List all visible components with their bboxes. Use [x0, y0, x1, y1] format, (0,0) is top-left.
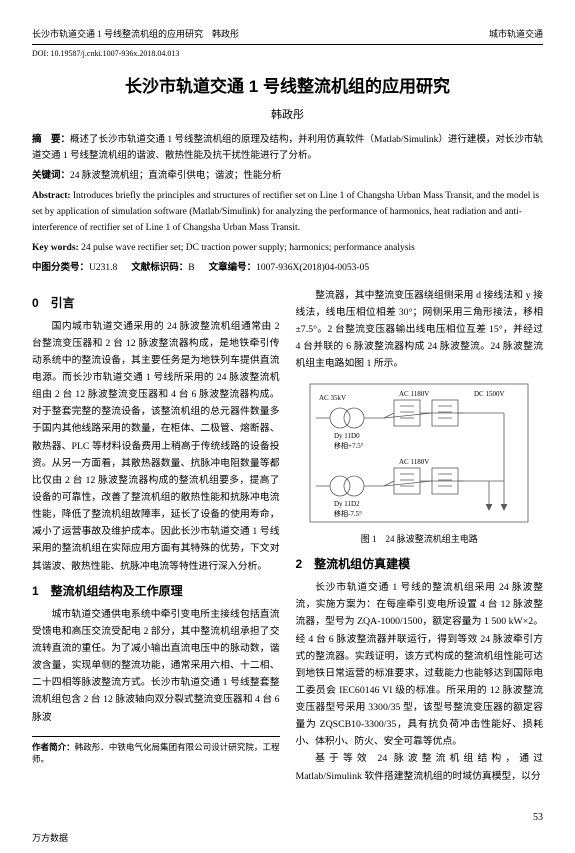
- footnote-label: 作者简介：: [32, 742, 75, 752]
- header-left: 长沙市轨道交通 1 号线整流机组的应用研究 韩政彤: [32, 28, 239, 42]
- header-right: 城市轨道交通: [489, 28, 543, 42]
- fig1-ac-top: AC 1180V: [399, 390, 429, 398]
- watermark: 万方数据: [32, 832, 68, 846]
- doi: DOI: 10.19587/j.cnki.1007-936x.2018.04.0…: [32, 48, 543, 60]
- section-0-heading: 0 引言: [32, 293, 280, 314]
- article-author: 韩政彤: [32, 107, 543, 124]
- fig1-dc: DC 1500V: [474, 390, 505, 398]
- docmark-label: 文献标识码：: [131, 262, 188, 273]
- abstract-cn: 摘 要：概述了长沙市轨道交通 1 号线整流机组的原理及结构，并利用仿真软件（Ma…: [32, 132, 543, 164]
- column-left: 0 引言 国内城市轨道交通采用的 24 脉波整流机组通常由 2 台整流变压器和 …: [32, 287, 280, 785]
- figure-1-svg: AC 35kV Dy 11D0 移相+7.5° Dy 11D2 移相-7.5°: [304, 378, 534, 528]
- artno-label: 文章编号：: [209, 262, 257, 273]
- keywords-en-text: 24 pulse wave rectifier set; DC traction…: [79, 243, 415, 253]
- fig1-dy: Dy 11D0: [334, 432, 360, 440]
- figure-1: AC 35kV Dy 11D0 移相+7.5° Dy 11D2 移相-7.5°: [296, 378, 544, 528]
- abstract-cn-text: 概述了长沙市轨道交通 1 号线整流机组的原理及结构，并利用仿真软件（Matlab…: [32, 135, 543, 161]
- column-right: 整流器，其中整流变压器绕组侧采用 d 接线法和 y 接线法，线电压相位相差 30…: [296, 287, 544, 785]
- abstract-cn-label: 摘 要：: [32, 134, 70, 145]
- docmark-value: B: [188, 263, 194, 273]
- author-footnote: 作者简介：韩政彤．中铁电气化局集团有限公司设计研究院，工程师。: [32, 736, 280, 767]
- figure-1-caption: 图 1 24 脉波整流机组主电路: [296, 532, 544, 548]
- fig1-ac35: AC 35kV: [319, 394, 346, 402]
- fig1-ac-bot: AC 1180V: [399, 458, 429, 466]
- fig1-angle2: 移相-7.5°: [334, 509, 362, 518]
- keywords-cn-text: 24 脉波整流机组；直流牵引供电；谐波；性能分析: [70, 171, 281, 181]
- fig1-angle1: 移相+7.5°: [334, 441, 364, 450]
- section-2-heading: 2 整流机组仿真建模: [296, 554, 544, 575]
- article-title: 长沙市轨道交通 1 号线整流机组的应用研究: [32, 74, 543, 100]
- body-columns: 0 引言 国内城市轨道交通采用的 24 脉波整流机组通常由 2 台整流变压器和 …: [32, 287, 543, 785]
- abstract-en-label: Abstract:: [32, 191, 71, 201]
- running-header: 长沙市轨道交通 1 号线整流机组的应用研究 韩政彤 城市轨道交通: [32, 28, 543, 45]
- section-1-heading: 1 整流机组结构及工作原理: [32, 581, 280, 602]
- keywords-cn-label: 关键词：: [32, 170, 70, 181]
- artno-value: 1007-936X(2018)04-0053-05: [256, 263, 369, 273]
- classification-row: 中图分类号：U231.8 文献标识码：B 文章编号：1007-936X(2018…: [32, 260, 543, 276]
- section-2-p2: 基于等效 24 脉波整流机组结构，通过 Matlab/Simulink 软件搭建…: [296, 750, 544, 784]
- section-0-p1: 国内城市轨道交通采用的 24 脉波整流机组通常由 2 台整流变压器和 2 台 1…: [32, 318, 280, 575]
- keywords-en-label: Key words:: [32, 243, 79, 253]
- classify-label: 中图分类号：: [32, 262, 89, 273]
- classify-value: U231.8: [89, 263, 117, 273]
- page-number: 53: [533, 810, 543, 825]
- keywords-cn: 关键词：24 脉波整流机组；直流牵引供电；谐波；性能分析: [32, 168, 543, 184]
- section-2-p1: 长沙市轨道交通 1 号线的整流机组采用 24 脉波整流，实施方案为：在每座牵引变…: [296, 579, 544, 750]
- section-1-p1: 城市轨道交通供电系统中牵引变电所主接线包括直流受馈电和高压交流受配电 2 部分，…: [32, 606, 280, 726]
- keywords-en: Key words: 24 pulse wave rectifier set; …: [32, 240, 543, 256]
- abstract-en-text: Introduces briefly the principles and st…: [32, 191, 539, 233]
- abstract-en: Abstract: Introduces briefly the princip…: [32, 188, 543, 236]
- col2-p1: 整流器，其中整流变压器绕组侧采用 d 接线法和 y 接线法，线电压相位相差 30…: [296, 287, 544, 373]
- fig1-dd: Dy 11D2: [334, 500, 360, 508]
